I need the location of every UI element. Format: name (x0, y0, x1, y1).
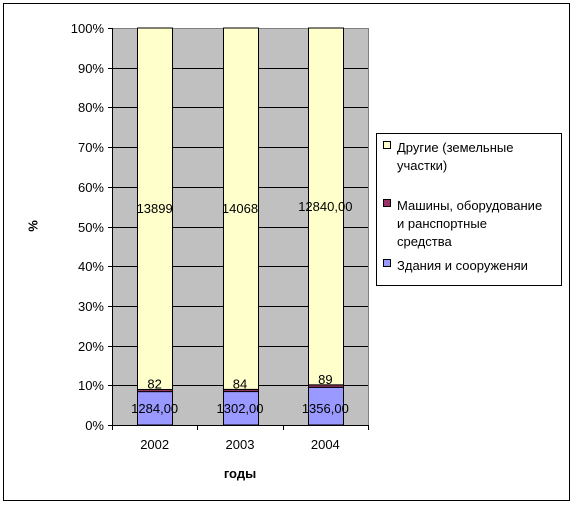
y-tick-label: 90% (78, 61, 104, 76)
bar-segment-buildings (223, 391, 259, 426)
data-label: 1284,00 (131, 401, 178, 416)
x-tick-label: 2003 (226, 437, 255, 452)
legend: Другие (земельные участки) Машины, оборудо… (376, 133, 562, 286)
legend-box (376, 133, 562, 286)
y-tick-label: 100% (71, 21, 105, 36)
bar-segment-other (223, 27, 259, 390)
data-label: 89 (318, 372, 332, 387)
data-label: 13899 (137, 201, 173, 216)
data-label: 14068 (222, 201, 258, 216)
bars (137, 27, 344, 426)
y-tick-label: 30% (78, 299, 104, 314)
y-tick-label: 40% (78, 259, 104, 274)
legend-label-machines: Машины, оборудование и ранспортные средств… (397, 198, 542, 249)
x-tick-label: 2004 (311, 437, 340, 452)
x-tick-label: 2002 (140, 437, 169, 452)
y-tick-label: 20% (78, 339, 104, 354)
legend-label-other: Другие (земельные участки) (397, 140, 513, 173)
data-labels: 1284,00 82 13899 1302,00 84 14068 1356,00 89 128… (131, 199, 352, 416)
bar-segment-other (308, 27, 344, 386)
legend-swatch-machines (383, 199, 391, 207)
y-axis: 0% 10% 20% 30% 40% 50% 60% 70% 80% 90% 100% (71, 21, 113, 433)
y-tick-label: 0% (85, 418, 104, 433)
x-axis-title: годы (224, 466, 256, 481)
data-label: 84 (233, 376, 247, 391)
legend-swatch-other (383, 141, 391, 149)
y-tick-label: 50% (78, 220, 104, 235)
y-tick-label: 60% (78, 180, 104, 195)
bar-segment-other (137, 27, 173, 390)
y-axis-title: % (25, 220, 40, 232)
data-label: 1302,00 (217, 401, 264, 416)
data-label: 1356,00 (302, 401, 349, 416)
data-label: 82 (147, 376, 161, 391)
y-tick-label: 80% (78, 100, 104, 115)
data-label: 12840,00 (298, 199, 352, 214)
y-tick-label: 70% (78, 140, 104, 155)
bar-segment-buildings (308, 386, 344, 426)
legend-label-buildings: Здания и сооруженяи (397, 258, 528, 273)
y-tick-label: 10% (78, 378, 104, 393)
legend-swatch-buildings (383, 259, 391, 267)
x-axis: 2002 2003 2004 (112, 425, 369, 452)
